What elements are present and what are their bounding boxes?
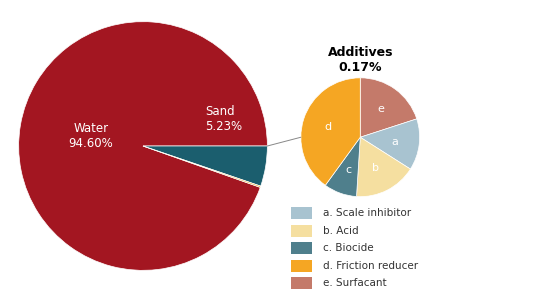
- Wedge shape: [143, 146, 267, 186]
- Bar: [292, 242, 312, 254]
- Text: c. Biocide: c. Biocide: [323, 243, 373, 253]
- Text: c: c: [345, 165, 351, 175]
- Wedge shape: [360, 78, 417, 137]
- Bar: [292, 207, 312, 219]
- Text: Water
94.60%: Water 94.60%: [68, 122, 113, 150]
- Bar: [292, 260, 312, 272]
- Text: a. Scale inhibitor: a. Scale inhibitor: [323, 208, 411, 218]
- Wedge shape: [356, 137, 410, 197]
- Text: 0.17%: 0.17%: [338, 61, 382, 74]
- Bar: [292, 277, 312, 289]
- Wedge shape: [360, 119, 420, 169]
- Text: b: b: [372, 163, 379, 173]
- Text: e. Surfacant: e. Surfacant: [323, 278, 387, 288]
- Text: d: d: [324, 121, 331, 132]
- Text: e: e: [377, 104, 384, 114]
- Wedge shape: [301, 78, 360, 185]
- Text: a: a: [391, 137, 398, 147]
- Text: Additives: Additives: [327, 46, 393, 59]
- Text: d. Friction reducer: d. Friction reducer: [323, 261, 418, 271]
- Text: Sand
5.23%: Sand 5.23%: [205, 105, 243, 133]
- Bar: [292, 225, 312, 237]
- Wedge shape: [326, 137, 360, 197]
- Wedge shape: [143, 146, 261, 187]
- Wedge shape: [19, 22, 267, 270]
- Text: b. Acid: b. Acid: [323, 226, 359, 236]
